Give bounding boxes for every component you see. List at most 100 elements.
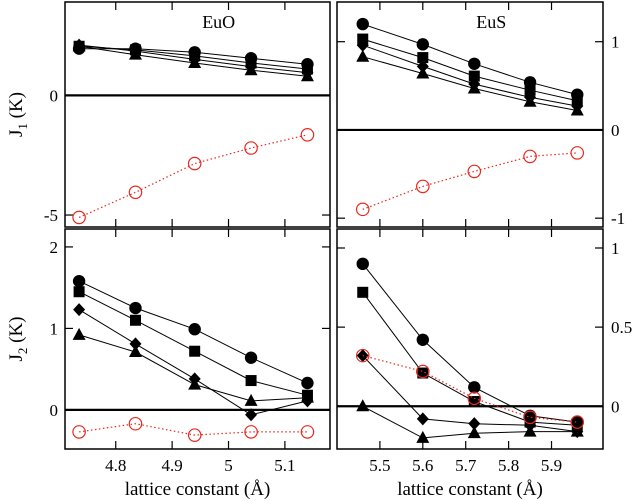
circle-marker <box>468 57 481 70</box>
circle-marker <box>416 38 430 51</box>
open-circle-marker <box>244 425 258 439</box>
x-tick-label: 4.8 <box>105 456 126 475</box>
panel-eus-j1: -1 0 1 EuS <box>336 1 625 228</box>
circle-marker <box>72 274 86 288</box>
x-tick-label: 5.1 <box>274 456 295 475</box>
series-line <box>362 355 578 423</box>
triangle-marker <box>244 393 258 406</box>
circle-marker <box>244 351 258 364</box>
triangle-marker <box>356 49 370 62</box>
open-circle-marker <box>187 428 202 442</box>
triangle-marker <box>72 39 86 52</box>
open-circle-marker <box>355 348 370 363</box>
y-tick-label: 2 <box>50 238 59 257</box>
panel-euo-j1: -5 0 EuO J1 (K) <box>6 1 331 228</box>
x-tick-label: 5 <box>224 456 233 475</box>
y-tick-label: 0.5 <box>611 318 632 337</box>
y-tick-label: -1 <box>611 209 625 228</box>
panel-title: EuS <box>476 12 506 32</box>
triangle-marker <box>300 69 314 82</box>
circle-marker <box>416 333 430 346</box>
triangle-marker <box>356 399 370 412</box>
x-tick-label: 5.7 <box>455 456 477 475</box>
square-marker <box>73 286 85 298</box>
diamond-marker <box>129 337 142 351</box>
circle-marker <box>356 17 369 31</box>
diamond-marker <box>416 412 429 426</box>
plot-frame <box>64 1 331 228</box>
triangle-marker <box>128 47 142 60</box>
x-tick-label: 5.5 <box>369 456 390 475</box>
open-circle-marker <box>523 149 537 164</box>
diamond-marker <box>356 38 369 52</box>
open-circle-marker <box>72 425 86 439</box>
square-marker <box>357 286 369 298</box>
open-circle-marker <box>467 164 482 179</box>
plot-frame <box>336 1 604 228</box>
open-circle-marker <box>523 410 537 425</box>
y-axis-label: J1 (K) <box>6 92 30 137</box>
square-marker <box>417 52 429 64</box>
open-circle-marker <box>570 146 585 160</box>
triangle-marker <box>523 94 537 107</box>
x-tick-label: 4.9 <box>162 456 183 475</box>
open-circle-marker <box>300 128 315 142</box>
triangle-marker <box>244 63 258 76</box>
diamond-marker <box>245 408 258 422</box>
triangle-marker <box>72 327 86 340</box>
open-circle-marker <box>72 210 86 225</box>
plot-frame <box>336 228 604 450</box>
y-tick-label: 1 <box>611 239 620 258</box>
circle-marker <box>468 381 481 394</box>
x-tick-label: 5.6 <box>412 456 433 475</box>
triangle-marker <box>467 426 481 439</box>
triangle-marker <box>416 430 430 443</box>
y-tick-label: 1 <box>611 33 620 52</box>
x-tick-label: 5.8 <box>498 456 519 475</box>
series-line <box>78 134 308 218</box>
triangle-marker <box>128 345 142 358</box>
y-tick-label: 1 <box>50 319 59 338</box>
triangle-marker <box>570 103 584 116</box>
triangle-marker <box>570 424 584 437</box>
circle-marker <box>301 376 314 390</box>
y-tick-label: 0 <box>611 397 620 416</box>
series-line <box>79 423 308 436</box>
circle-marker <box>188 323 201 336</box>
diamond-marker <box>73 303 86 317</box>
plot-frame <box>64 228 331 450</box>
triangle-marker <box>523 424 537 437</box>
square-marker <box>129 314 141 326</box>
square-marker <box>468 70 480 82</box>
open-circle-marker <box>570 415 585 429</box>
circle-marker <box>356 257 369 271</box>
panel-title: EuO <box>202 12 235 32</box>
y-tick-label: 0 <box>50 401 59 420</box>
open-circle-marker <box>128 185 143 200</box>
open-circle-marker <box>300 425 315 439</box>
triangle-marker <box>188 377 202 390</box>
diamond-marker <box>468 417 481 431</box>
x-axis-label: lattice constant (Å) <box>397 479 543 500</box>
square-marker <box>417 367 429 379</box>
triangle-marker <box>467 81 481 94</box>
circle-marker <box>129 301 142 315</box>
open-circle-marker <box>128 416 143 431</box>
open-circle-marker <box>416 364 430 379</box>
square-marker <box>189 345 201 357</box>
triangle-marker <box>416 66 430 79</box>
y-tick-label: 0 <box>611 121 620 140</box>
open-circle-marker <box>355 202 370 217</box>
open-circle-marker <box>416 179 430 194</box>
open-circle-marker <box>467 391 482 406</box>
triangle-marker <box>300 390 314 403</box>
series-line <box>362 152 578 210</box>
x-axis-label: lattice constant (Å) <box>125 479 271 500</box>
triangle-marker <box>188 56 202 69</box>
x-tick-label: 5.9 <box>541 456 562 475</box>
panel-eus-j2: 5.5 5.6 5.7 5.8 5.9 0 0.5 1 lattice constant (Å) <box>336 228 632 500</box>
diamond-marker <box>416 59 429 73</box>
panel-euo-j2: 4.8 4.9 5 5.1 0 1 2 J2 (K) lattice constant (Å) <box>6 228 331 500</box>
open-circle-marker <box>244 141 258 155</box>
